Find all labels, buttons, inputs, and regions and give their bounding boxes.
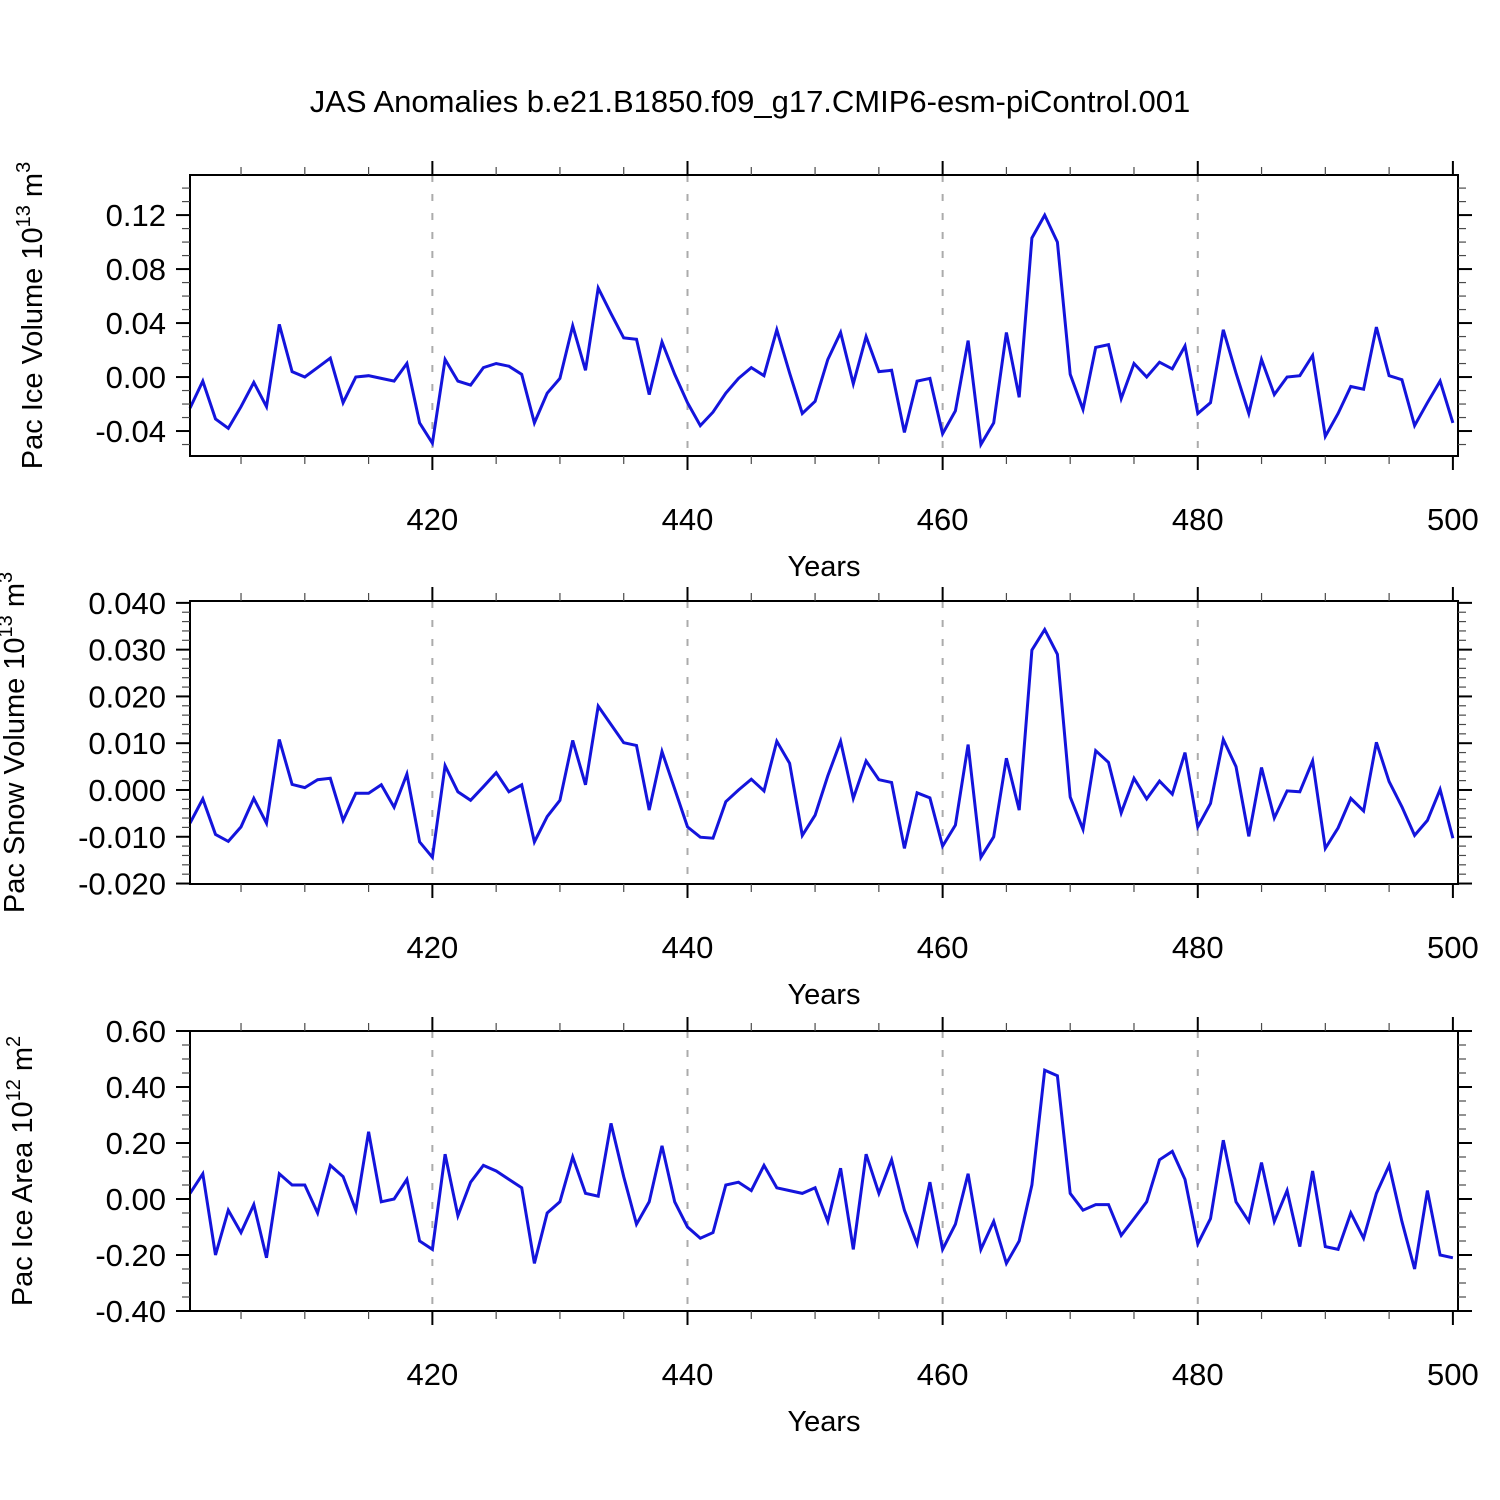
y-tick-label: 0.000	[88, 773, 166, 808]
chart-title: JAS Anomalies b.e21.B1850.f09_g17.CMIP6-…	[310, 84, 1191, 119]
y-tick-label: 0.030	[88, 633, 166, 668]
x-axis-title: Years	[787, 1406, 860, 1438]
y-tick-label: 0.00	[106, 360, 166, 395]
y-tick-label: 0.020	[88, 679, 166, 714]
y-tick-label: 0.40	[106, 1070, 166, 1105]
axis-box	[189, 600, 1459, 885]
y-tick-label: 0.20	[106, 1126, 166, 1161]
y-tick-label: 0.010	[88, 726, 166, 761]
panels-container: 420 440 460 480 500 0.12 0.08 0.04 0.00 -0.04 Year…	[0, 161, 1479, 1438]
x-tick-label: 440	[662, 502, 714, 537]
axis-box	[189, 1030, 1459, 1312]
x-tick-label: 480	[1172, 930, 1224, 965]
panel-ice-area: 420 440 460 480 500 0.60 0.40 0.20 0.00 -0.20 -0.4…	[3, 1014, 1479, 1438]
x-axis-title: Years	[787, 979, 860, 1011]
y-tick-label: 0.60	[106, 1014, 166, 1049]
y-tick-label: -0.010	[78, 820, 166, 855]
y-tick-label: -0.40	[95, 1294, 166, 1329]
y-tick-label: 0.040	[88, 586, 166, 621]
x-tick-label: 440	[662, 1357, 714, 1392]
y-axis-title: Pac Ice Volume 1013 m3	[13, 162, 49, 469]
series-line-snow-volume	[188, 626, 1455, 862]
y-tick-label: -0.04	[95, 414, 166, 449]
panel-ice-volume: 420 440 460 480 500 0.12 0.08 0.04 0.00 -0.04 Year…	[13, 161, 1479, 583]
x-tick-label: 460	[917, 1357, 969, 1392]
y-axis-title: Pac Ice Area 1012 m2	[3, 1036, 39, 1306]
x-tick-label: 500	[1427, 502, 1479, 537]
y-tick-label: 0.08	[106, 252, 166, 287]
x-tick-label: 440	[662, 930, 714, 965]
y-axis-title: Pac Snow Volume 1013 m3	[0, 572, 31, 913]
y-tick-label: 0.04	[106, 306, 166, 341]
x-axis-title: Years	[787, 551, 860, 583]
y-tick-label: 0.12	[106, 198, 166, 233]
x-tick-label: 460	[917, 930, 969, 965]
panel-snow-volume: 420 440 460 480 500 0.040 0.030 0.020 0.010 0.000…	[0, 572, 1479, 1011]
x-tick-label: 480	[1172, 1357, 1224, 1392]
x-tick-label: 500	[1427, 930, 1479, 965]
y-tick-label: -0.020	[78, 867, 166, 902]
x-tick-label: 420	[407, 930, 459, 965]
y-tick-label: -0.20	[95, 1238, 166, 1273]
x-tick-label: 480	[1172, 502, 1224, 537]
axis-box	[189, 174, 1459, 457]
series-line-ice-area	[188, 1068, 1454, 1270]
y-tick-label: 0.00	[106, 1182, 166, 1217]
x-tick-label: 420	[407, 1357, 459, 1392]
x-tick-label: 420	[407, 502, 459, 537]
series-line-ice-volume	[188, 211, 1455, 450]
x-tick-label: 500	[1427, 1357, 1479, 1392]
x-tick-label: 460	[917, 502, 969, 537]
